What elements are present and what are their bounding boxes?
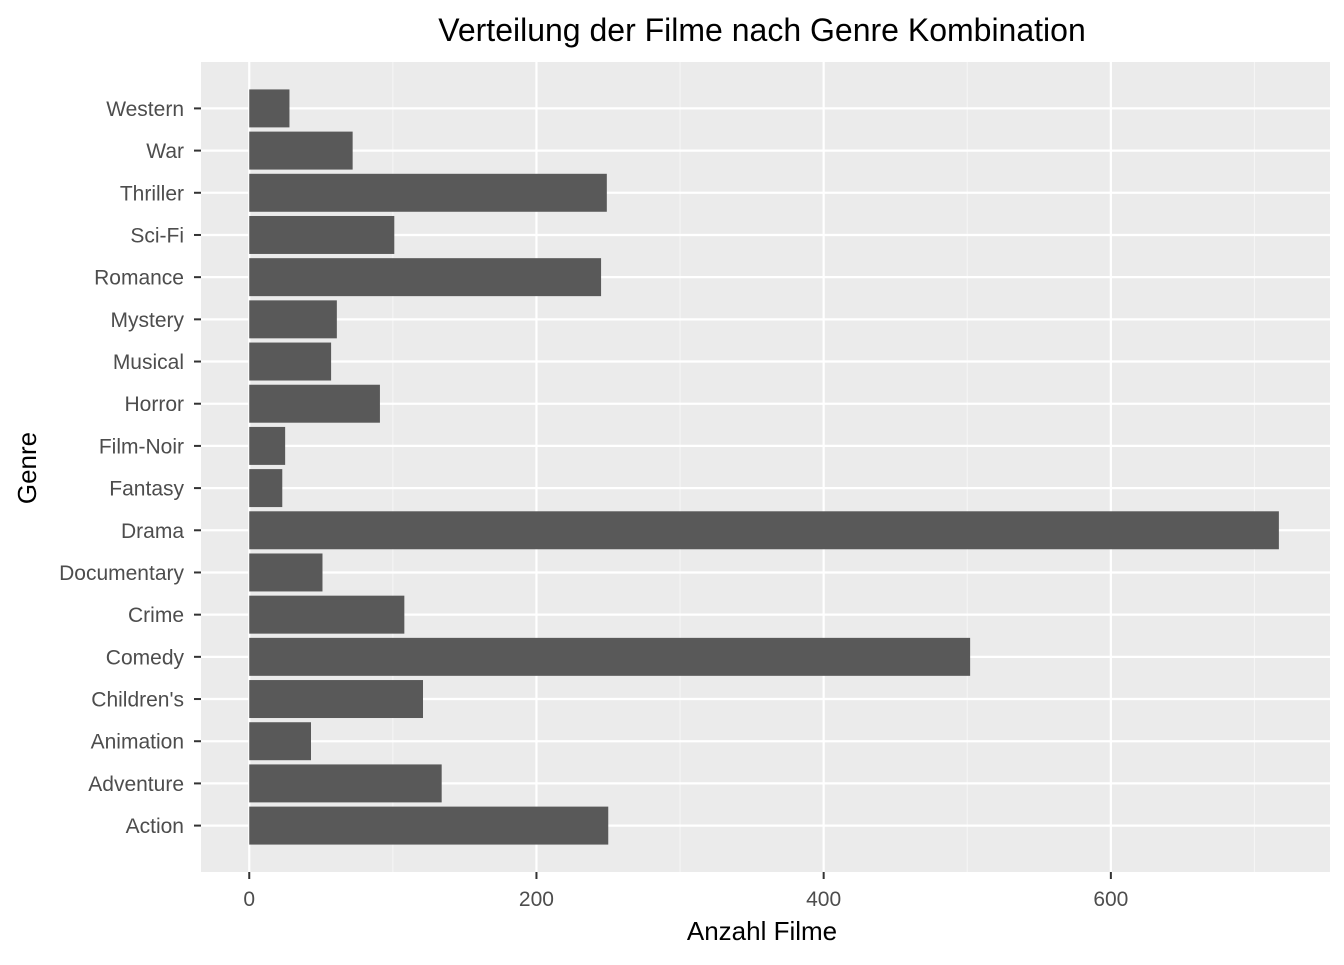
x-axis-title: Anzahl Filme bbox=[687, 916, 837, 946]
bar bbox=[249, 680, 423, 718]
bar bbox=[249, 764, 441, 802]
x-tick-label: 200 bbox=[519, 888, 554, 911]
bar bbox=[249, 132, 352, 170]
bar bbox=[249, 469, 282, 507]
bar bbox=[249, 89, 289, 127]
y-tick-label: Fantasy bbox=[109, 478, 184, 501]
y-tick-label: Action bbox=[126, 815, 184, 838]
bar bbox=[249, 638, 970, 676]
y-tick-label: Film-Noir bbox=[99, 435, 184, 458]
y-tick-label: Documentary bbox=[59, 562, 184, 585]
bar bbox=[249, 722, 311, 760]
y-tick-label: Musical bbox=[113, 351, 184, 374]
bar bbox=[249, 553, 322, 591]
y-tick-label: Adventure bbox=[88, 773, 184, 796]
y-tick-label: Horror bbox=[124, 393, 184, 416]
y-tick-label: Thriller bbox=[120, 182, 184, 205]
bar bbox=[249, 343, 331, 381]
x-tick-label: 0 bbox=[243, 888, 255, 911]
bar bbox=[249, 427, 285, 465]
y-tick-label: Western bbox=[106, 98, 184, 121]
y-tick-label: Children's bbox=[91, 689, 184, 712]
y-tick-label: Romance bbox=[94, 267, 184, 290]
bar bbox=[249, 216, 394, 254]
y-tick-label: Crime bbox=[128, 604, 184, 627]
bar bbox=[249, 807, 608, 845]
bar bbox=[249, 258, 601, 296]
y-tick-label: Drama bbox=[121, 520, 184, 543]
bar bbox=[249, 385, 380, 423]
y-tick-label: Mystery bbox=[111, 309, 185, 332]
bar bbox=[249, 511, 1279, 549]
y-tick-label: War bbox=[146, 140, 184, 163]
bar bbox=[249, 300, 337, 338]
bar bbox=[249, 596, 404, 634]
chart-title: Verteilung der Filme nach Genre Kombinat… bbox=[438, 12, 1085, 48]
bar bbox=[249, 174, 607, 212]
x-tick-label: 400 bbox=[806, 888, 841, 911]
y-tick-label: Comedy bbox=[106, 646, 185, 669]
y-tick-label: Animation bbox=[91, 731, 184, 754]
x-tick-label: 600 bbox=[1093, 888, 1128, 911]
y-tick-label: Sci-Fi bbox=[130, 224, 184, 247]
y-axis-title: Genre bbox=[12, 432, 42, 504]
